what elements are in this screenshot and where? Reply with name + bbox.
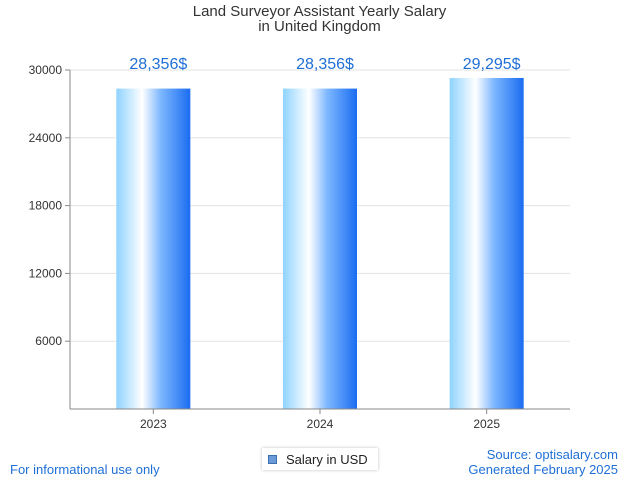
bar-2024 xyxy=(283,88,357,409)
disclaimer-text: For informational use only xyxy=(10,462,160,477)
x-tick-label: 2024 xyxy=(307,417,334,431)
y-tick-label: 30000 xyxy=(29,63,63,77)
y-tick-label: 24000 xyxy=(29,131,63,145)
data-label: 29,295$ xyxy=(463,56,521,73)
generated-text: Generated February 2025 xyxy=(468,462,618,477)
y-tick-label: 12000 xyxy=(29,266,63,280)
y-tick-label: 18000 xyxy=(29,199,63,213)
chart-title-line-2: in United Kingdom xyxy=(258,18,381,35)
legend-swatch xyxy=(268,454,277,464)
data-label: 28,356$ xyxy=(129,56,187,73)
y-tick-label: 6000 xyxy=(35,334,62,348)
chart-title-line-1: Land Surveyor Assistant Yearly Salary xyxy=(192,3,447,20)
legend: Salary in USD xyxy=(262,448,378,470)
data-label: 28,356$ xyxy=(296,56,354,73)
bar-2023 xyxy=(116,88,191,409)
source-text: Source: optisalary.com xyxy=(486,447,618,462)
x-tick-label: 2025 xyxy=(473,417,500,431)
x-tick-label: 2023 xyxy=(140,417,167,431)
bar-2025 xyxy=(449,77,524,410)
legend-label: Salary in USD xyxy=(286,451,368,467)
